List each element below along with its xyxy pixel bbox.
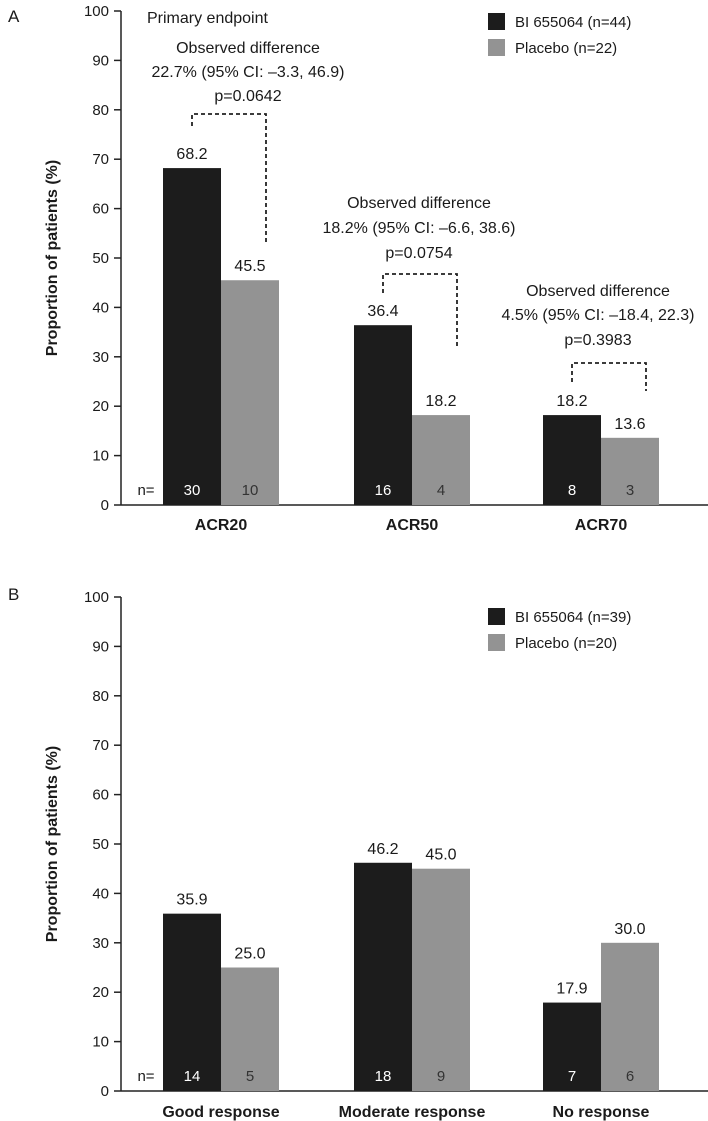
- bar-value-label: 68.2: [176, 146, 207, 163]
- bar-n-label: 5: [246, 1068, 254, 1085]
- bar-value-label: 17.9: [556, 981, 587, 998]
- panel-label: A: [8, 7, 20, 26]
- y-tick-label: 20: [92, 984, 109, 1001]
- bar-n-label: 10: [242, 482, 259, 499]
- bar-n-label: 7: [568, 1068, 576, 1085]
- bar-value-label: 18.2: [425, 393, 456, 410]
- bar: [601, 942, 659, 1091]
- y-tick-label: 100: [84, 3, 109, 20]
- annotation-text: p=0.0642: [214, 88, 281, 105]
- bar-n-label: 3: [626, 482, 634, 499]
- bar-n-label: 16: [375, 482, 392, 499]
- bar-n-label: 18: [375, 1068, 392, 1085]
- bar: [601, 437, 659, 505]
- y-tick-label: 70: [92, 151, 109, 168]
- y-tick-label: 100: [84, 589, 109, 606]
- annotation-text: p=0.3983: [564, 332, 631, 349]
- x-category-label: No response: [553, 1104, 650, 1121]
- y-axis-title: Proportion of patients (%): [44, 160, 61, 356]
- bar-n-label: 9: [437, 1068, 445, 1085]
- legend-swatch: [488, 608, 505, 625]
- legend-label: Placebo (n=20): [515, 635, 617, 652]
- difference-bracket: [191, 113, 267, 242]
- y-tick-label: 10: [92, 448, 109, 465]
- legend-label: BI 655064 (n=44): [515, 14, 631, 31]
- x-category-label: Good response: [162, 1104, 279, 1121]
- annotation-text: p=0.0754: [385, 245, 452, 262]
- bar-value-label: 36.4: [367, 303, 398, 320]
- legend-swatch: [488, 39, 505, 56]
- difference-bracket: [571, 362, 647, 391]
- y-tick-label: 60: [92, 201, 109, 218]
- chart-panel-A: A 0 10 20 30 40 50 60 70 80 90 100 Proportion of pat…: [8, 3, 708, 534]
- annotation-text: Observed difference: [347, 195, 491, 212]
- bar: [543, 1002, 601, 1091]
- difference-bracket: [382, 273, 458, 346]
- bar: [163, 168, 221, 506]
- bar-n-label: 14: [184, 1068, 201, 1085]
- panel-label: B: [8, 585, 19, 604]
- bar-n-label: 8: [568, 482, 576, 499]
- legend-label: Placebo (n=22): [515, 40, 617, 57]
- bar: [543, 415, 601, 505]
- y-axis-title: Proportion of patients (%): [44, 746, 61, 942]
- annotation-text: Observed difference: [176, 40, 320, 57]
- bar: [354, 325, 412, 505]
- y-tick-label: 50: [92, 250, 109, 267]
- primary-endpoint-note: Primary endpoint: [147, 10, 269, 27]
- annotation-text: Observed difference: [526, 283, 670, 300]
- y-tick-label: 40: [92, 885, 109, 902]
- bar: [354, 862, 412, 1091]
- chart-panel-B: B 0 10 20 30 40 50 60 70 80 90 100 Proportion of pat…: [8, 585, 708, 1121]
- bar-n-label: 30: [184, 482, 201, 499]
- y-tick-label: 20: [92, 398, 109, 415]
- bar: [163, 913, 221, 1091]
- bar-value-label: 46.2: [367, 841, 398, 858]
- n-prefix-label: n=: [137, 482, 154, 499]
- y-tick-label: 90: [92, 52, 109, 69]
- y-tick-label: 80: [92, 102, 109, 119]
- annotation-text: 18.2% (95% CI: –6.6, 38.6): [323, 220, 516, 237]
- y-tick-label: 80: [92, 688, 109, 705]
- bar-value-label: 45.0: [425, 847, 456, 864]
- n-prefix-label: n=: [137, 1068, 154, 1085]
- bar: [221, 280, 279, 505]
- bar-value-label: 30.0: [614, 921, 645, 938]
- legend-swatch: [488, 634, 505, 651]
- x-category-label: ACR70: [575, 517, 628, 534]
- legend-swatch: [488, 13, 505, 30]
- bar-n-label: 4: [437, 482, 445, 499]
- bar: [221, 967, 279, 1091]
- y-tick-label: 0: [101, 1083, 109, 1100]
- y-tick-label: 90: [92, 638, 109, 655]
- y-tick-label: 10: [92, 1034, 109, 1051]
- bar-n-label: 6: [626, 1068, 634, 1085]
- y-tick-label: 70: [92, 737, 109, 754]
- y-tick-label: 30: [92, 349, 109, 366]
- y-tick-label: 50: [92, 836, 109, 853]
- bar-value-label: 13.6: [614, 416, 645, 433]
- legend-label: BI 655064 (n=39): [515, 609, 631, 626]
- y-tick-label: 60: [92, 787, 109, 804]
- annotation-text: 4.5% (95% CI: –18.4, 22.3): [502, 307, 695, 324]
- bar-value-label: 18.2: [556, 393, 587, 410]
- bar: [412, 868, 470, 1091]
- x-category-label: ACR20: [195, 517, 248, 534]
- bar-value-label: 45.5: [234, 258, 265, 275]
- bar-value-label: 35.9: [176, 892, 207, 909]
- x-category-label: Moderate response: [339, 1104, 486, 1121]
- bar-value-label: 25.0: [234, 946, 265, 963]
- y-tick-label: 40: [92, 299, 109, 316]
- x-category-label: ACR50: [386, 517, 439, 534]
- annotation-text: 22.7% (95% CI: –3.3, 46.9): [152, 64, 345, 81]
- y-tick-label: 0: [101, 497, 109, 514]
- bar: [412, 415, 470, 505]
- y-tick-label: 30: [92, 935, 109, 952]
